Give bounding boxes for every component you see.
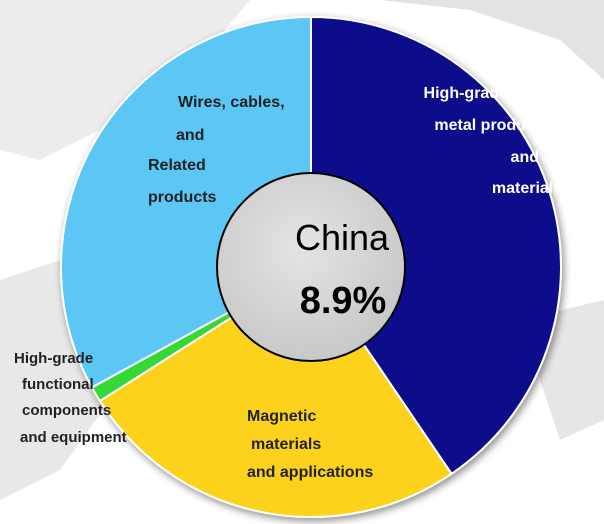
center-hub: China 8.9% [216,172,406,362]
slice-labels: High-grade metal products and materials … [14,85,562,481]
label-functional-components: High-grade functional components and equ… [14,350,127,446]
label-metal-products: High-grade metal products and materials [424,85,563,197]
center-circle [216,172,406,362]
center-value: 8.9% [300,280,387,322]
label-magnetic-materials: Magnetic materials and applications [247,408,373,481]
label-wires-cables: Wires, cables, and Related products [148,94,289,206]
donut-slices [60,15,562,518]
center-title: China [295,217,390,258]
